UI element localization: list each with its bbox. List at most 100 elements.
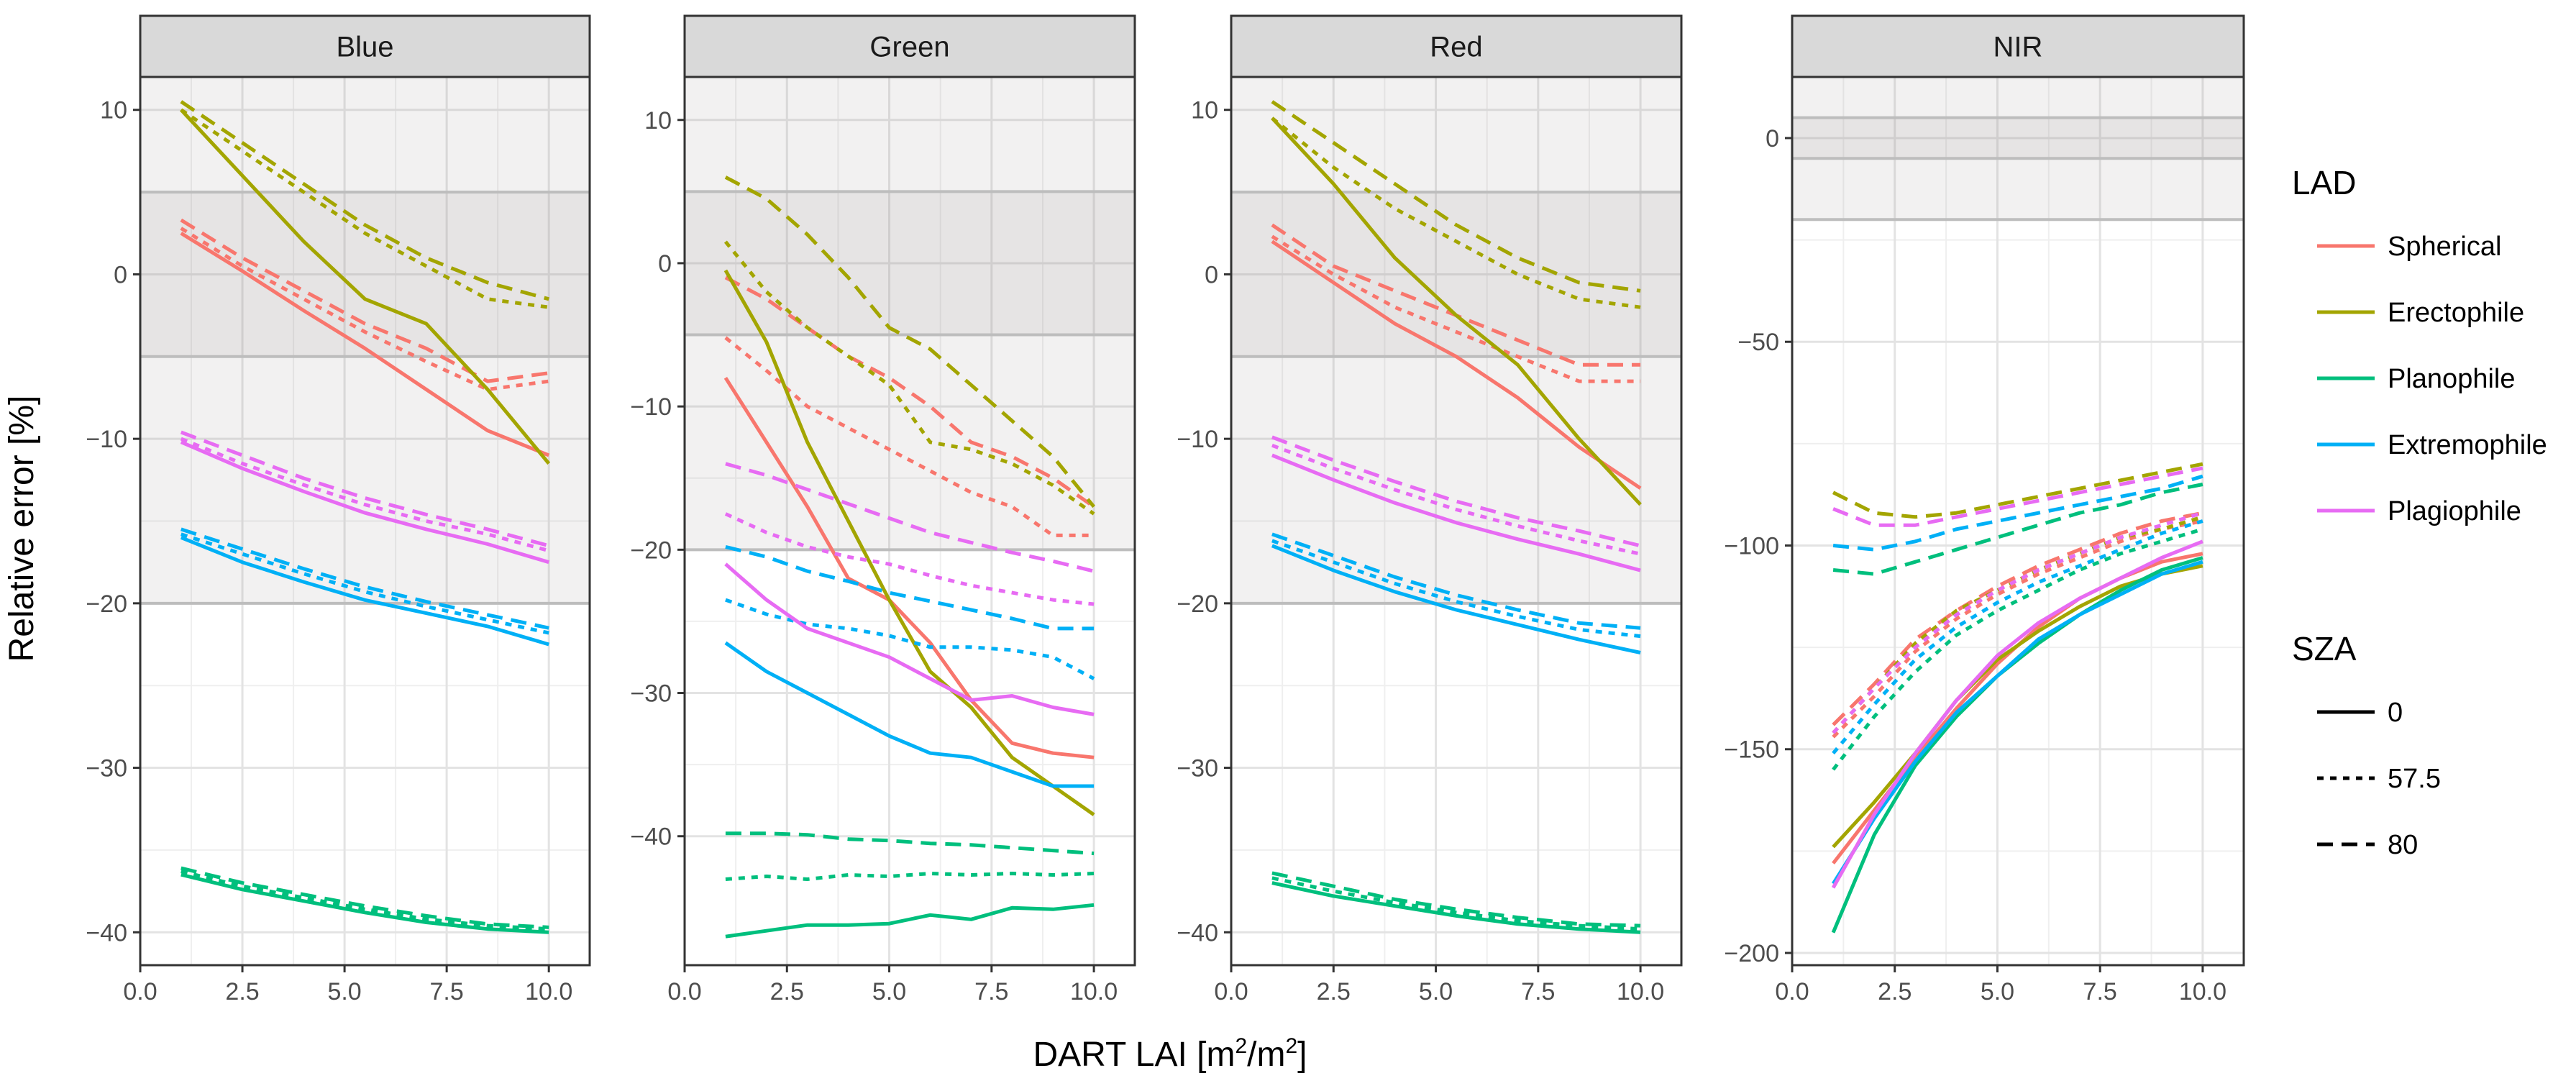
series-planophile-sza-0 (1271, 881, 1641, 934)
tolerance-band-1 (140, 77, 590, 603)
x-tick-label: 5.0 (327, 978, 361, 1005)
series-erectophile-sza-0 (1271, 117, 1642, 506)
y-tick-label: −30 (630, 680, 672, 708)
legend-label-planophile: Planophile (2388, 364, 2515, 394)
tolerance-band-1 (1792, 77, 2244, 220)
legend-item-erectophile: Erectophile (2317, 298, 2524, 328)
x-tick-label: 0.0 (667, 978, 701, 1005)
y-tick-label: −40 (86, 919, 127, 946)
y-tick-label: −10 (1177, 426, 1218, 453)
x-tick-label: 2.5 (1878, 978, 1912, 1005)
series-planophile-sza-80 (1832, 483, 2203, 576)
x-tick-label: 5.0 (872, 978, 906, 1005)
legend-item-sza-57-5: 57.5 (2317, 764, 2441, 794)
tolerance-band-1 (1231, 77, 1681, 603)
strip-label-green: Green (869, 32, 949, 63)
series-plagiophile-sza-80 (180, 430, 549, 548)
y-tick-label: 10 (644, 107, 672, 134)
series-spherical-sza-80 (180, 218, 549, 383)
gridlines (139, 77, 590, 965)
series-lines (179, 100, 551, 934)
series-erectophile-sza-57-5 (1271, 117, 1641, 309)
panel-red: Red 10 0 −10 −20 −30 −40 0.0 2.5 5.0 7.5 10.0 (1177, 14, 1683, 1005)
legend-item-sza-80: 80 (2317, 830, 2418, 860)
series-extremophile-sza-80 (725, 544, 1095, 631)
x-tick-label: 7.5 (430, 978, 464, 1005)
series-extremophile-sza-80 (181, 527, 549, 630)
y-tick-label: −40 (1177, 919, 1218, 946)
y-axis-ticks: 10 0 −10 −20 −30 −40 (1177, 97, 1231, 946)
legend-label-plagiophile: Plagiophile (2388, 496, 2521, 526)
series-erectophile-sza-0 (179, 108, 551, 465)
series-plagiophile-sza-80 (1271, 435, 1641, 548)
series-lines (723, 175, 1096, 939)
series-extremophile-sza-0 (1831, 560, 2203, 885)
y-tick-label: −40 (630, 823, 672, 851)
x-axis-ticks: 0.0 2.5 5.0 7.5 10.0 (1775, 965, 2226, 1005)
x-tick-label: 7.5 (1521, 978, 1555, 1005)
tolerance-bands (1231, 77, 1681, 605)
series-spherical-sza-80 (1832, 511, 2203, 726)
x-axis-ticks: 0.0 2.5 5.0 7.5 10.0 (667, 965, 1118, 1005)
series-spherical-sza-0 (180, 232, 550, 457)
y-tick-label: −20 (1177, 590, 1218, 618)
x-tick-label: 7.5 (2083, 978, 2117, 1005)
y-tick-label: 0 (658, 250, 672, 278)
series-erectophile-sza-80 (180, 100, 549, 301)
series-plagiophile-sza-0 (1271, 453, 1641, 572)
legend-label-extremophile: Extremophile (2388, 430, 2547, 460)
y-tick-label: 10 (100, 97, 127, 124)
x-tick-label: 0.0 (123, 978, 157, 1005)
y-tick-label: 0 (114, 261, 127, 288)
series-extremophile-sza-57-5 (1271, 539, 1641, 639)
panel-green: Green 10 0 −10 −20 −30 −40 0.0 2.5 5.0 7.5 10.0 (630, 14, 1136, 1005)
x-axis-ticks: 0.0 2.5 5.0 7.5 10.0 (123, 965, 572, 1005)
strip-label-red: Red (1430, 32, 1482, 63)
x-tick-label: 10.0 (1617, 978, 1664, 1005)
y-tick-label: 10 (1191, 97, 1218, 124)
x-tick-label: 5.0 (1419, 978, 1453, 1005)
x-tick-label: 0.0 (1775, 978, 1809, 1005)
panel-blue: Blue 10 0 −10 −20 −30 −40 0.0 2.5 5.0 7.5 10.0 (86, 14, 591, 1005)
series-planophile-sza-0 (725, 903, 1095, 939)
legend-item-planophile: Planophile (2317, 364, 2515, 394)
series-plagiophile-sza-80 (725, 462, 1095, 573)
y-tick-label: −200 (1724, 940, 1779, 967)
y-tick-label: −10 (630, 393, 672, 421)
series-plagiophile-sza-57-5 (724, 512, 1095, 606)
y-axis-ticks: 0 −50 −100 −150 −200 (1724, 125, 1792, 967)
y-tick-label: 0 (1205, 261, 1218, 288)
series-plagiophile-sza-57-5 (1271, 443, 1641, 556)
series-planophile-sza-80 (1271, 871, 1641, 928)
x-tick-label: 10.0 (2179, 978, 2226, 1005)
x-tick-label: 0.0 (1214, 978, 1248, 1005)
legend: LAD Spherical Erectophile Planophile Extrem… (2292, 164, 2547, 860)
legend-label-erectophile: Erectophile (2388, 298, 2524, 328)
y-axis-ticks: 10 0 −10 −20 −30 −40 (86, 97, 140, 946)
strip-nir (1791, 14, 2245, 78)
legend-title-lad: LAD (2292, 164, 2356, 201)
y-tick-label: −20 (630, 537, 672, 564)
series-lines (1271, 100, 1642, 934)
series-planophile-sza-80 (181, 866, 549, 929)
series-spherical-sza-57-5 (1271, 234, 1641, 383)
tolerance-band-2 (140, 192, 590, 357)
x-tick-label: 10.0 (525, 978, 572, 1005)
y-tick-label: 0 (1766, 125, 1779, 152)
legend-label-spherical: Spherical (2388, 232, 2501, 262)
series-extremophile-sza-80 (1271, 532, 1641, 630)
x-axis-ticks: 0.0 2.5 5.0 7.5 10.0 (1214, 965, 1664, 1005)
legend-label-sza-0: 0 (2388, 698, 2403, 728)
legend-item-plagiophile: Plagiophile (2317, 496, 2521, 526)
series-erectophile-sza-80 (1271, 100, 1641, 293)
series-extremophile-sza-0 (180, 536, 549, 647)
legend-item-sza-0: 0 (2317, 698, 2403, 728)
series-erectophile-sza-0 (723, 269, 1095, 816)
y-axis-title: Relative error [%] (3, 396, 41, 662)
strip-label-blue: Blue (336, 32, 393, 63)
series-spherical-sza-57-5 (180, 227, 549, 391)
strip-blue (139, 14, 591, 78)
series-extremophile-sza-0 (1271, 544, 1641, 654)
x-tick-label: 10.0 (1070, 978, 1118, 1005)
